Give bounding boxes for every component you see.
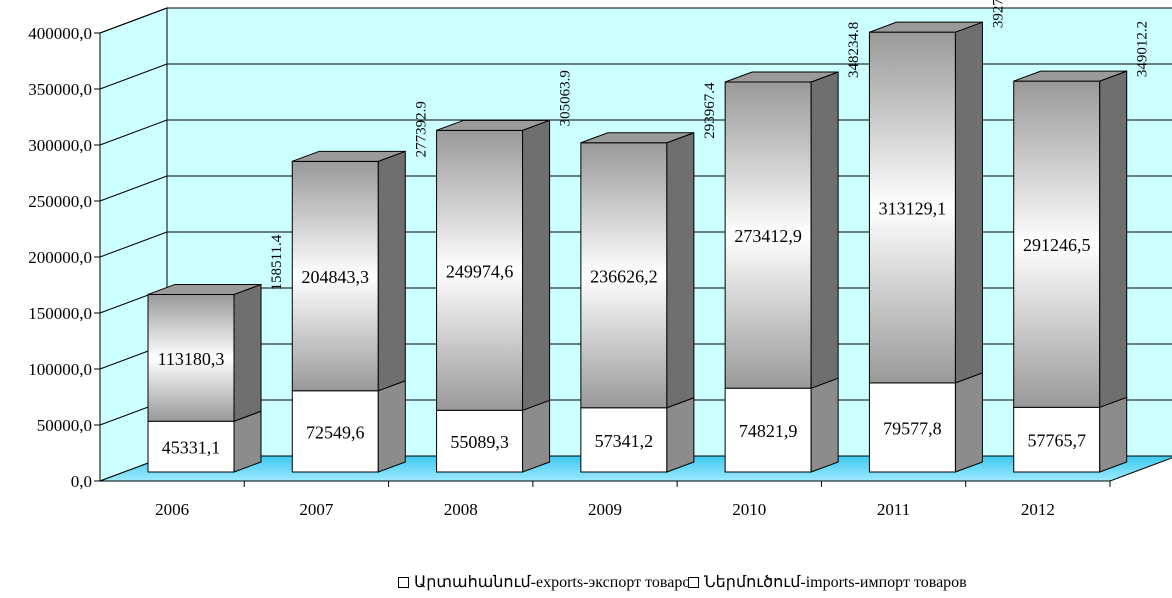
data-label-imports-2006: 113180,3 <box>158 349 225 369</box>
bar-imports-2010 <box>724 71 839 389</box>
x-tick-label: 2006 <box>155 500 189 519</box>
bar-imports-2007 <box>291 150 406 392</box>
x-tick-label: 2007 <box>299 500 334 519</box>
legend-label-imports: Ներմուծում-imports-импорт товаров <box>704 574 967 591</box>
legend-item-imports: Ներմուծում-imports-импорт товаров <box>688 572 967 592</box>
gridline-side <box>99 119 168 146</box>
y-tick-label: 350000,0 <box>28 80 92 99</box>
data-label-imports-2012: 291246,5 <box>1023 235 1091 255</box>
legend: Արտահանում-exports-экспорт товаров Ներմո… <box>0 572 1172 594</box>
x-tick-label: 2008 <box>444 500 478 519</box>
data-label-exports-2007: 72549,6 <box>306 422 365 442</box>
total-label-2010: 348234.8 <box>846 22 862 78</box>
legend-swatch-imports <box>688 576 699 588</box>
data-label-exports-2009: 57341,2 <box>595 431 654 451</box>
x-tick-label: 2012 <box>1021 500 1055 519</box>
data-label-exports-2012: 57765,7 <box>1027 431 1086 451</box>
y-tick-label: 400000,0 <box>28 24 92 43</box>
legend-label-exports: Արտահանում-exports-экспорт товаров <box>414 574 698 591</box>
bar-exports-2012 <box>1013 396 1128 473</box>
total-label-2011: 392706.9 <box>990 0 1006 28</box>
gridline-side <box>99 7 168 34</box>
bar-imports-2012 <box>1013 70 1128 409</box>
data-label-exports-2010: 74821,9 <box>739 421 798 441</box>
total-label-2012: 349012.2 <box>1135 21 1151 77</box>
data-label-imports-2011: 313129,1 <box>879 199 947 219</box>
y-tick-label: 300000,0 <box>28 136 92 155</box>
y-tick-label: 50000,0 <box>37 416 92 435</box>
bar-imports-2008 <box>436 119 551 412</box>
total-label-2009: 293967.4 <box>702 82 718 139</box>
bar-exports-2007 <box>291 380 406 473</box>
gridline-side <box>99 175 168 202</box>
bar-imports-2011 <box>868 21 983 384</box>
legend-item-exports: Արտահանում-exports-экспорт товаров <box>398 572 698 592</box>
gridline-side <box>99 63 168 90</box>
bar-exports-2008 <box>436 399 551 473</box>
data-label-exports-2008: 55089,3 <box>450 432 509 452</box>
total-label-2006: 158511.4 <box>269 234 285 290</box>
data-label-imports-2007: 204843,3 <box>302 267 370 287</box>
bar-exports-2010 <box>724 377 839 473</box>
y-tick-label: 100000,0 <box>28 360 92 379</box>
data-label-exports-2011: 79577,8 <box>883 418 942 438</box>
x-tick-label: 2011 <box>877 500 910 519</box>
bar-imports-2009 <box>580 132 695 409</box>
total-label-2008: 305063.9 <box>558 70 574 126</box>
y-tick-label: 250000,0 <box>28 192 92 211</box>
data-label-imports-2010: 273412,9 <box>734 226 802 246</box>
bar-imports-2006 <box>147 283 262 422</box>
legend-swatch-exports <box>398 576 409 588</box>
y-tick-label: 150000,0 <box>28 304 92 323</box>
y-tick-label: 0,0 <box>71 472 92 491</box>
bar-exports-2006 <box>147 410 262 473</box>
data-label-exports-2006: 45331,1 <box>162 438 221 458</box>
gridline-side <box>99 231 168 258</box>
total-label-2007: 277392.9 <box>413 101 429 157</box>
bar-exports-2009 <box>580 397 695 473</box>
bar-exports-2011 <box>868 372 983 473</box>
y-tick-label: 200000,0 <box>28 248 92 267</box>
x-tick-label: 2010 <box>732 500 766 519</box>
x-tick-label: 2009 <box>588 500 622 519</box>
data-label-imports-2008: 249974,6 <box>446 261 514 281</box>
data-label-imports-2009: 236626,2 <box>590 266 658 286</box>
